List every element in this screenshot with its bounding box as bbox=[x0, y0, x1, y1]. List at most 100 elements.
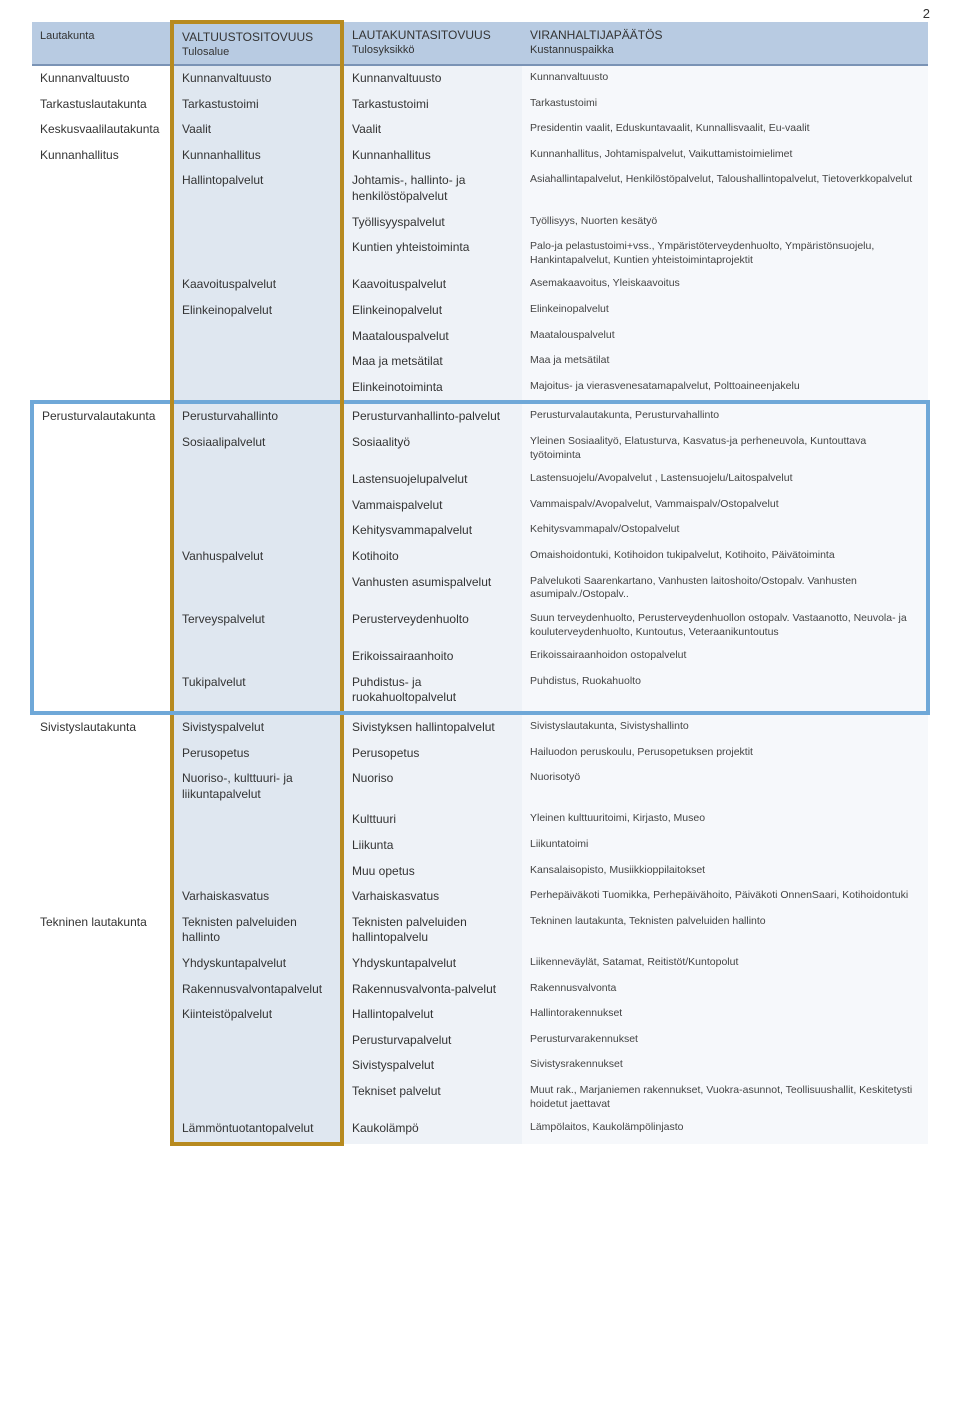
cell: Asemakaavoitus, Yleiskaavoitus bbox=[522, 272, 928, 298]
cell: Vaalit bbox=[172, 117, 342, 143]
cell: Sivistyslautakunta bbox=[32, 713, 172, 741]
cell: Tekninen lautakunta bbox=[32, 910, 172, 951]
cell: Perusturvahallinto bbox=[172, 402, 342, 430]
cell bbox=[172, 807, 342, 833]
table-row: Maa ja metsätilatMaa ja metsätilat bbox=[32, 349, 928, 375]
cell bbox=[172, 1028, 342, 1054]
table-row: TukipalvelutPuhdistus- ja ruokahuoltopal… bbox=[32, 670, 928, 713]
cell bbox=[172, 859, 342, 885]
cell: Erikoissairaanhoito bbox=[342, 644, 522, 670]
table-row: ErikoissairaanhoitoErikoissairaanhoidon … bbox=[32, 644, 928, 670]
table-row: KeskusvaalilautakuntaVaalitVaalitPreside… bbox=[32, 117, 928, 143]
cell bbox=[172, 324, 342, 350]
cell bbox=[172, 518, 342, 544]
table-row: KiinteistöpalvelutHallintopalvelutHallin… bbox=[32, 1002, 928, 1028]
cell bbox=[32, 977, 172, 1003]
cell bbox=[32, 1028, 172, 1054]
header-row: Lautakunta VALTUUSTOSITOVUUS Tulosalue L… bbox=[32, 22, 928, 65]
cell: Sivistysrakennukset bbox=[522, 1053, 928, 1079]
cell bbox=[32, 210, 172, 236]
table-row: YhdyskuntapalvelutYhdyskuntapalvelutLiik… bbox=[32, 951, 928, 977]
cell: Tarkastustoimi bbox=[342, 92, 522, 118]
cell: Lämpölaitos, Kaukolämpölinjasto bbox=[522, 1116, 928, 1144]
cell: Elinkeinopalvelut bbox=[342, 298, 522, 324]
cell bbox=[32, 570, 172, 607]
cell: Rakennusvalvonta bbox=[522, 977, 928, 1003]
cell: Kunnanhallitus bbox=[32, 143, 172, 169]
cell bbox=[32, 951, 172, 977]
cell bbox=[32, 272, 172, 298]
cell: Vammaispalv/Avopalvelut, Vammaispalv/Ost… bbox=[522, 493, 928, 519]
cell: Suun terveydenhuolto, Perusterveydenhuol… bbox=[522, 607, 928, 644]
cell: Liikuntatoimi bbox=[522, 833, 928, 859]
cell bbox=[32, 670, 172, 713]
cell: Majoitus- ja vierasvenesatamapalvelut, P… bbox=[522, 375, 928, 403]
page-number: 2 bbox=[923, 6, 930, 21]
cell: Rakennusvalvonta-palvelut bbox=[342, 977, 522, 1003]
cell bbox=[32, 168, 172, 209]
cell: Perusturvalautakunta, Perusturvahallinto bbox=[522, 402, 928, 430]
cell bbox=[32, 766, 172, 807]
table-row: RakennusvalvontapalvelutRakennusvalvonta… bbox=[32, 977, 928, 1003]
cell bbox=[172, 210, 342, 236]
cell: Kaukolämpö bbox=[342, 1116, 522, 1144]
table-row: TyöllisyyspalvelutTyöllisyys, Nuorten ke… bbox=[32, 210, 928, 236]
cell: Kunnanhallitus bbox=[172, 143, 342, 169]
cell: Omaishoidontuki, Kotihoidon tukipalvelut… bbox=[522, 544, 928, 570]
cell: Perusopetus bbox=[172, 741, 342, 767]
cell: Kehitysvammapalvelut bbox=[342, 518, 522, 544]
cell bbox=[172, 833, 342, 859]
cell: Teknisten palveluiden hallintopalvelu bbox=[342, 910, 522, 951]
table-row: PerusturvalautakuntaPerusturvahallintoPe… bbox=[32, 402, 928, 430]
table-row: Tekniset palvelutMuut rak., Marjaniemen … bbox=[32, 1079, 928, 1116]
cell: Hallintopalvelut bbox=[172, 168, 342, 209]
cell: Lämmöntuotantopalvelut bbox=[172, 1116, 342, 1144]
cell bbox=[172, 1053, 342, 1079]
table-row: ElinkeinopalvelutElinkeinopalvelutElinke… bbox=[32, 298, 928, 324]
cell: Maatalouspalvelut bbox=[342, 324, 522, 350]
cell bbox=[172, 467, 342, 493]
table-row: ElinkeinotoimintaMajoitus- ja vierasvene… bbox=[32, 375, 928, 403]
cell: Maatalouspalvelut bbox=[522, 324, 928, 350]
table-row: LämmöntuotantopalvelutKaukolämpöLämpölai… bbox=[32, 1116, 928, 1144]
cell bbox=[32, 235, 172, 272]
table-row: VammaispalvelutVammaispalv/Avopalvelut, … bbox=[32, 493, 928, 519]
cell: Kotihoito bbox=[342, 544, 522, 570]
cell: Maa ja metsätilat bbox=[522, 349, 928, 375]
table-row: KaavoituspalvelutKaavoituspalvelutAsemak… bbox=[32, 272, 928, 298]
cell: Perusopetus bbox=[342, 741, 522, 767]
cell: Vanhusten asumispalvelut bbox=[342, 570, 522, 607]
cell: Kunnanhallitus, Johtamispalvelut, Vaikut… bbox=[522, 143, 928, 169]
cell bbox=[32, 467, 172, 493]
cell: Kunnanvaltuusto bbox=[522, 65, 928, 92]
cell: Nuoriso-, kulttuuri- ja liikuntapalvelut bbox=[172, 766, 342, 807]
cell: Vanhuspalvelut bbox=[172, 544, 342, 570]
cell bbox=[32, 375, 172, 403]
table-row: SosiaalipalvelutSosiaalityöYleinen Sosia… bbox=[32, 430, 928, 467]
cell: Erikoissairaanhoidon ostopalvelut bbox=[522, 644, 928, 670]
cell: Tukipalvelut bbox=[172, 670, 342, 713]
cell: Työllisyyspalvelut bbox=[342, 210, 522, 236]
cell: Vaalit bbox=[342, 117, 522, 143]
cell: Kunnanvaltuusto bbox=[342, 65, 522, 92]
cell: Työllisyys, Nuorten kesätyö bbox=[522, 210, 928, 236]
cell bbox=[32, 324, 172, 350]
table-row: KehitysvammapalvelutKehitysvammapalv/Ost… bbox=[32, 518, 928, 544]
cell: Palvelukoti Saarenkartano, Vanhusten lai… bbox=[522, 570, 928, 607]
cell bbox=[32, 1079, 172, 1116]
table-row: MaatalouspalvelutMaatalouspalvelut bbox=[32, 324, 928, 350]
table-row: TerveyspalvelutPerusterveydenhuoltoSuun … bbox=[32, 607, 928, 644]
cell: Kansalaisopisto, Musiikkioppilaitokset bbox=[522, 859, 928, 885]
cell: Maa ja metsätilat bbox=[342, 349, 522, 375]
cell bbox=[32, 859, 172, 885]
cell: Kunnanvaltuusto bbox=[172, 65, 342, 92]
cell bbox=[32, 1116, 172, 1144]
cell: Elinkeinopalvelut bbox=[172, 298, 342, 324]
table-row: PerusturvapalvelutPerusturvarakennukset bbox=[32, 1028, 928, 1054]
cell bbox=[32, 833, 172, 859]
cell: Kuntien yhteistoiminta bbox=[342, 235, 522, 272]
cell: Perusterveydenhuolto bbox=[342, 607, 522, 644]
cell: Kunnanvaltuusto bbox=[32, 65, 172, 92]
cell: Kiinteistöpalvelut bbox=[172, 1002, 342, 1028]
cell: Sivistyksen hallintopalvelut bbox=[342, 713, 522, 741]
